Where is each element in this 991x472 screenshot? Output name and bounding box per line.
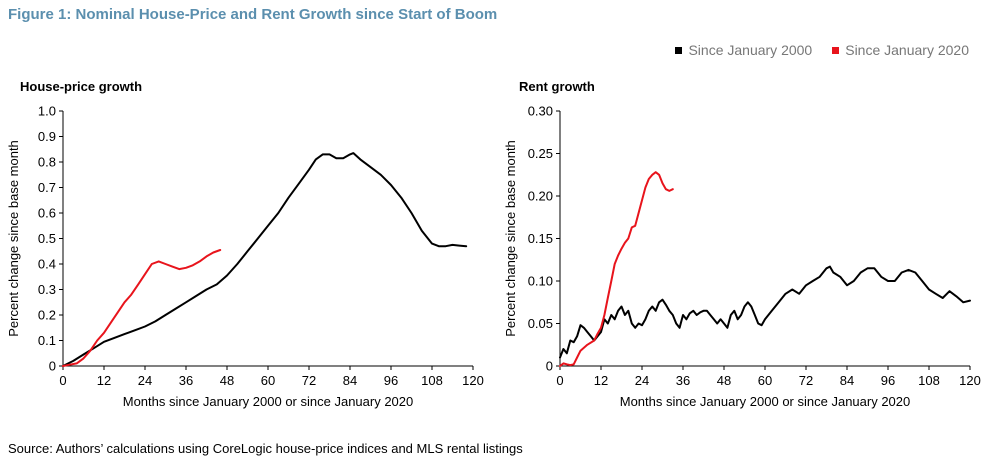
series-line-2020 <box>62 249 222 367</box>
y-tick-label: 0.25 <box>528 146 553 161</box>
y-tick-label: 0.1 <box>38 333 56 348</box>
series-line-2000 <box>62 152 468 367</box>
y-tick-label: 0.7 <box>38 180 56 195</box>
x-tick-label: 120 <box>959 373 981 388</box>
y-tick-label: 0.15 <box>528 231 553 246</box>
x-axis-label: Months since January 2000 or since Janua… <box>123 394 414 409</box>
rent-chart: 0 0.05 0.10 0.15 0.20 0.25 0.30 0 12 24 36 48 60 72 84… <box>503 104 981 410</box>
series-line-2000 <box>559 265 971 359</box>
x-tick-label: 96 <box>384 373 398 388</box>
x-tick-label: 12 <box>97 373 111 388</box>
legend-item-2020: Since January 2020 <box>832 42 969 58</box>
x-tick-label: 0 <box>556 373 563 388</box>
x-tick-label: 72 <box>302 373 316 388</box>
x-tick-label: 108 <box>421 373 443 388</box>
x-tick-label: 24 <box>138 373 152 388</box>
x-tick-label: 120 <box>462 373 484 388</box>
y-tick-label: 0 <box>546 359 553 374</box>
y-tick-label: 0.8 <box>38 155 56 170</box>
y-tick-label: 0.3 <box>38 282 56 297</box>
legend-swatch-2000 <box>675 46 683 54</box>
legend: Since January 2000 Since January 2020 <box>675 42 969 58</box>
source-note: Source: Authors’ calculations using Core… <box>8 441 523 456</box>
y-tick-label: 0 <box>49 359 56 374</box>
x-tick-label: 108 <box>918 373 940 388</box>
y-tick-label: 1.0 <box>38 104 56 119</box>
x-tick-label: 36 <box>676 373 690 388</box>
house-price-chart: 0 0.1 0.2 0.3 0.4 0.5 0.6 0.7 0.8 0.9 1.0 0 12 24 36 48… <box>6 104 484 410</box>
x-tick-label: 84 <box>343 373 357 388</box>
x-tick-label: 60 <box>261 373 275 388</box>
y-tick-label: 0.5 <box>38 231 56 246</box>
x-tick-label: 36 <box>179 373 193 388</box>
x-tick-label: 96 <box>881 373 895 388</box>
y-tick-label: 0.2 <box>38 308 56 323</box>
y-tick-label: 0.9 <box>38 129 56 144</box>
x-tick-label: 24 <box>635 373 649 388</box>
x-tick-label: 48 <box>717 373 731 388</box>
y-axis-label: Percent change since base month <box>6 140 21 337</box>
y-tick-label: 0.30 <box>528 104 553 119</box>
y-tick-label: 0.6 <box>38 206 56 221</box>
rent-panel-title: Rent growth <box>519 79 595 94</box>
figure-title: Figure 1: Nominal House-Price and Rent G… <box>8 6 498 23</box>
x-axis-label: Months since January 2000 or since Janua… <box>620 394 911 409</box>
house-price-panel-title: House-price growth <box>20 79 143 94</box>
legend-label-2000: Since January 2000 <box>688 42 813 58</box>
x-tick-label: 12 <box>594 373 608 388</box>
y-tick-label: 0.05 <box>528 316 553 331</box>
y-tick-label: 0.20 <box>528 189 553 204</box>
y-axis-label: Percent change since base month <box>503 140 518 337</box>
series-line-2020 <box>559 171 674 367</box>
x-tick-label: 72 <box>799 373 813 388</box>
y-tick-label: 0.10 <box>528 274 553 289</box>
legend-swatch-2020 <box>832 46 840 54</box>
legend-item-2000: Since January 2000 <box>675 42 812 58</box>
x-tick-label: 60 <box>758 373 772 388</box>
x-tick-label: 84 <box>840 373 854 388</box>
legend-label-2020: Since January 2020 <box>845 42 969 58</box>
y-tick-label: 0.4 <box>38 257 56 272</box>
x-tick-label: 0 <box>59 373 66 388</box>
x-tick-label: 48 <box>220 373 234 388</box>
